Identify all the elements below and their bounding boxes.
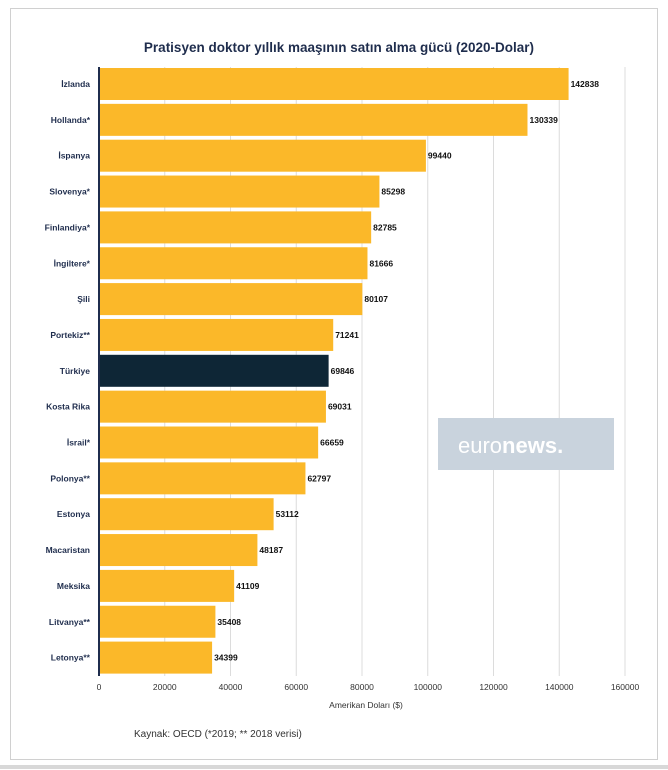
bar: [99, 247, 368, 280]
category-label: Portekiz**: [50, 330, 90, 340]
category-label: İspanya: [58, 151, 90, 161]
bar: [99, 605, 216, 638]
category-label: Macaristan: [46, 545, 90, 555]
value-label: 34399: [214, 653, 238, 663]
value-label: 130339: [529, 115, 558, 125]
value-label: 53112: [276, 509, 299, 519]
category-label: İzlanda: [61, 79, 90, 89]
category-label: İngiltere*: [54, 258, 91, 268]
x-tick-label: 120000: [479, 682, 508, 692]
category-labels: İzlanda Hollanda* İspanya Slovenya* Finlandi…: [45, 79, 91, 663]
value-label: 82785: [373, 222, 397, 232]
value-label: 69031: [328, 402, 352, 412]
value-label: 142838: [571, 79, 600, 89]
bar: [99, 211, 372, 244]
watermark-prefix: euro: [458, 433, 502, 458]
bar: [99, 139, 426, 172]
value-label: 69846: [331, 366, 355, 376]
value-labels: 142838 130339 99440 85298 82785 81666 80107 712…: [214, 79, 599, 663]
category-label: Letonya**: [51, 653, 91, 663]
x-tick-label: 140000: [545, 682, 574, 692]
svg-text:euronews.: euronews.: [458, 433, 563, 458]
x-tick-label: 0: [97, 682, 102, 692]
x-tick-label: 160000: [611, 682, 640, 692]
value-label: 85298: [381, 187, 405, 197]
bar: [99, 318, 334, 351]
bar: [99, 354, 329, 387]
value-label: 71241: [335, 330, 359, 340]
value-label: 48187: [259, 545, 283, 555]
value-label: 66659: [320, 438, 344, 448]
category-label: Slovenya*: [49, 187, 90, 197]
category-label: Hollanda*: [51, 115, 91, 125]
value-label: 35408: [217, 617, 241, 627]
bar: [99, 175, 380, 208]
x-tick-label: 20000: [153, 682, 177, 692]
value-label: 62797: [307, 473, 331, 483]
category-label: İsrail*: [67, 438, 91, 448]
value-label: 80107: [364, 294, 388, 304]
bar: [99, 68, 569, 100]
bars: [99, 68, 569, 674]
watermark-dot: .: [557, 433, 563, 458]
bar: [99, 426, 319, 459]
bar: [99, 534, 258, 567]
value-label: 99440: [428, 151, 452, 161]
x-tick-label: 60000: [284, 682, 308, 692]
x-tick-label: 40000: [219, 682, 243, 692]
bar: [99, 462, 306, 495]
chart-title: Pratisyen doktor yıllık maaşının satın a…: [144, 40, 534, 55]
bottom-rule: [0, 765, 668, 769]
source-note: Kaynak: OECD (*2019; ** 2018 verisi): [134, 729, 302, 740]
category-label: Finlandiya*: [45, 222, 91, 232]
value-label: 41109: [236, 581, 259, 591]
bar: [99, 283, 363, 316]
x-tick-label: 100000: [414, 682, 443, 692]
euronews-watermark: euronews.: [438, 418, 614, 470]
category-label: Polonya**: [50, 473, 90, 483]
category-label: Şili: [77, 294, 90, 304]
category-label: Litvanya**: [49, 617, 91, 627]
x-tick-label: 80000: [350, 682, 374, 692]
value-label: 81666: [369, 258, 393, 268]
bar: [99, 569, 235, 602]
bar: [99, 390, 326, 423]
category-label: Kosta Rika: [46, 402, 90, 412]
category-label: Meksika: [57, 581, 90, 591]
bar: [99, 641, 213, 674]
category-label: Türkiye: [60, 366, 91, 376]
category-label: Estonya: [57, 509, 90, 519]
bar: [99, 103, 528, 136]
bar: [99, 498, 274, 531]
x-tick-labels: 0 20000 40000 60000 80000 100000 120000 140000 1…: [97, 682, 640, 692]
x-axis-title: Amerikan Doları ($): [329, 700, 403, 710]
watermark-suffix: news: [502, 433, 557, 458]
